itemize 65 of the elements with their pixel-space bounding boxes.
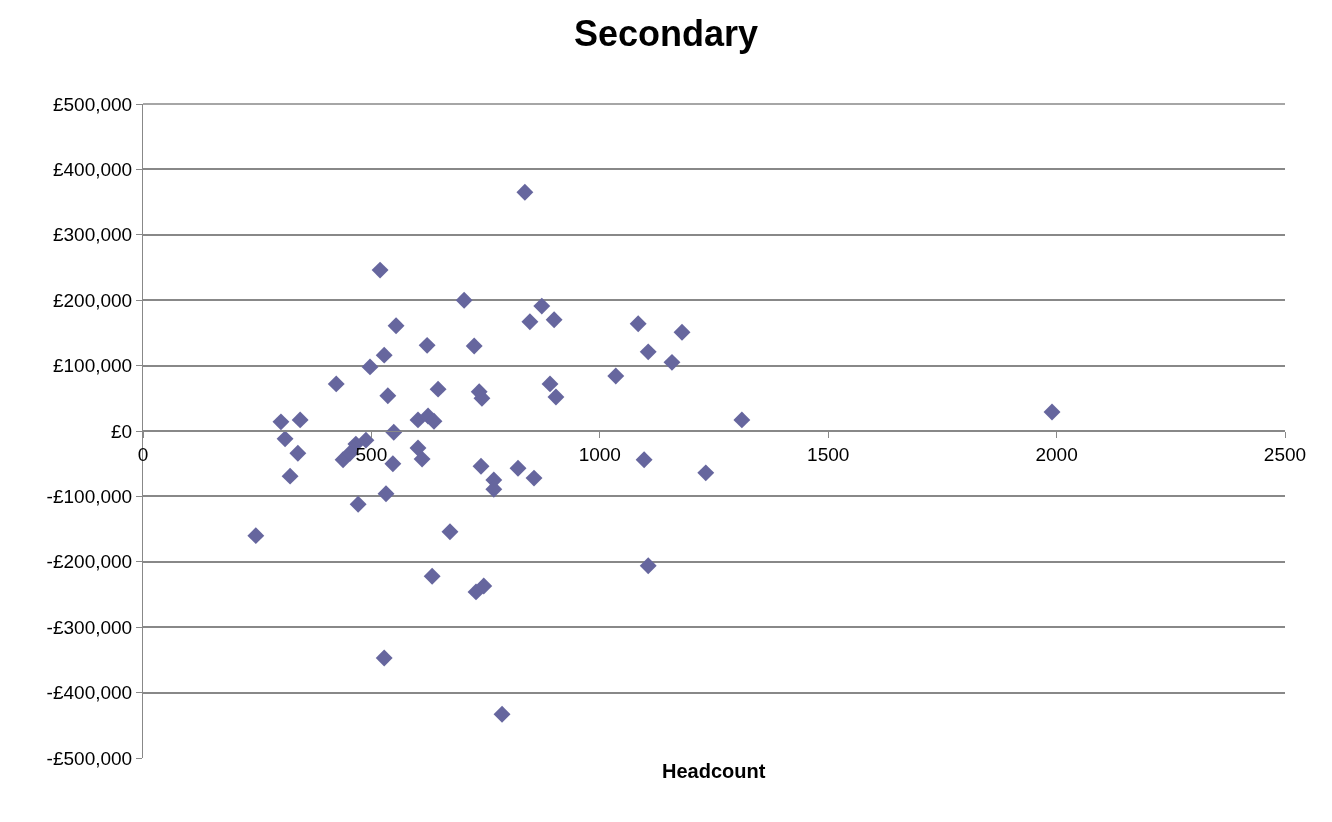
chart-title: Secondary [573, 12, 759, 54]
point [409, 439, 427, 457]
y-tick-label: -£200,000 [46, 551, 133, 573]
point [418, 336, 436, 354]
point [516, 183, 534, 201]
point [289, 444, 307, 462]
y-tick-label: £500,000 [52, 93, 133, 115]
y-tick-label: £100,000 [52, 355, 133, 377]
y-tick-label: -£300,000 [46, 616, 133, 638]
point [349, 495, 367, 513]
point [423, 567, 441, 585]
point [733, 411, 751, 429]
point [607, 367, 625, 385]
point [639, 343, 657, 361]
point [545, 311, 563, 329]
point [375, 649, 393, 667]
x-tick-label: 1000 [578, 443, 621, 465]
y-tick-label: -£100,000 [46, 486, 133, 508]
point [475, 577, 493, 595]
point [441, 523, 459, 541]
point [327, 375, 345, 393]
x-axis-title: Headcount [662, 760, 766, 782]
point [663, 353, 681, 371]
point [629, 315, 647, 333]
point [291, 411, 309, 429]
point [673, 323, 691, 341]
point [371, 261, 389, 279]
point [521, 313, 539, 331]
point [425, 412, 443, 430]
x-tick-label: 2500 [1263, 443, 1307, 465]
x-tick-label: 1500 [807, 443, 850, 465]
y-tick-label: £200,000 [52, 289, 133, 311]
y-tick-label: -£500,000 [46, 747, 133, 769]
point [387, 317, 405, 335]
point [379, 387, 397, 405]
point [455, 291, 473, 309]
point [541, 375, 559, 393]
point [413, 450, 431, 468]
y-tick-label: £0 [111, 420, 133, 442]
point [639, 557, 657, 575]
x-tick-label: 500 [355, 443, 388, 465]
point [357, 431, 375, 449]
point [533, 297, 551, 315]
point [276, 430, 294, 448]
point [493, 705, 511, 723]
y-tick-label: -£400,000 [46, 682, 133, 704]
point [272, 413, 290, 431]
point [1043, 403, 1061, 421]
x-tick-label: 2000 [1035, 443, 1078, 465]
point [697, 464, 715, 482]
point [377, 485, 395, 503]
point [375, 346, 393, 364]
point [361, 358, 379, 376]
point [525, 469, 543, 487]
point [509, 459, 527, 477]
point [281, 467, 299, 485]
point [247, 527, 265, 545]
y-tick-label: £300,000 [52, 224, 133, 246]
x-tick-label: 0 [137, 443, 149, 465]
point [472, 457, 490, 475]
point [465, 337, 483, 355]
point [635, 451, 653, 469]
point [429, 380, 447, 398]
y-tick-label: £400,000 [52, 159, 133, 181]
point [547, 388, 565, 406]
